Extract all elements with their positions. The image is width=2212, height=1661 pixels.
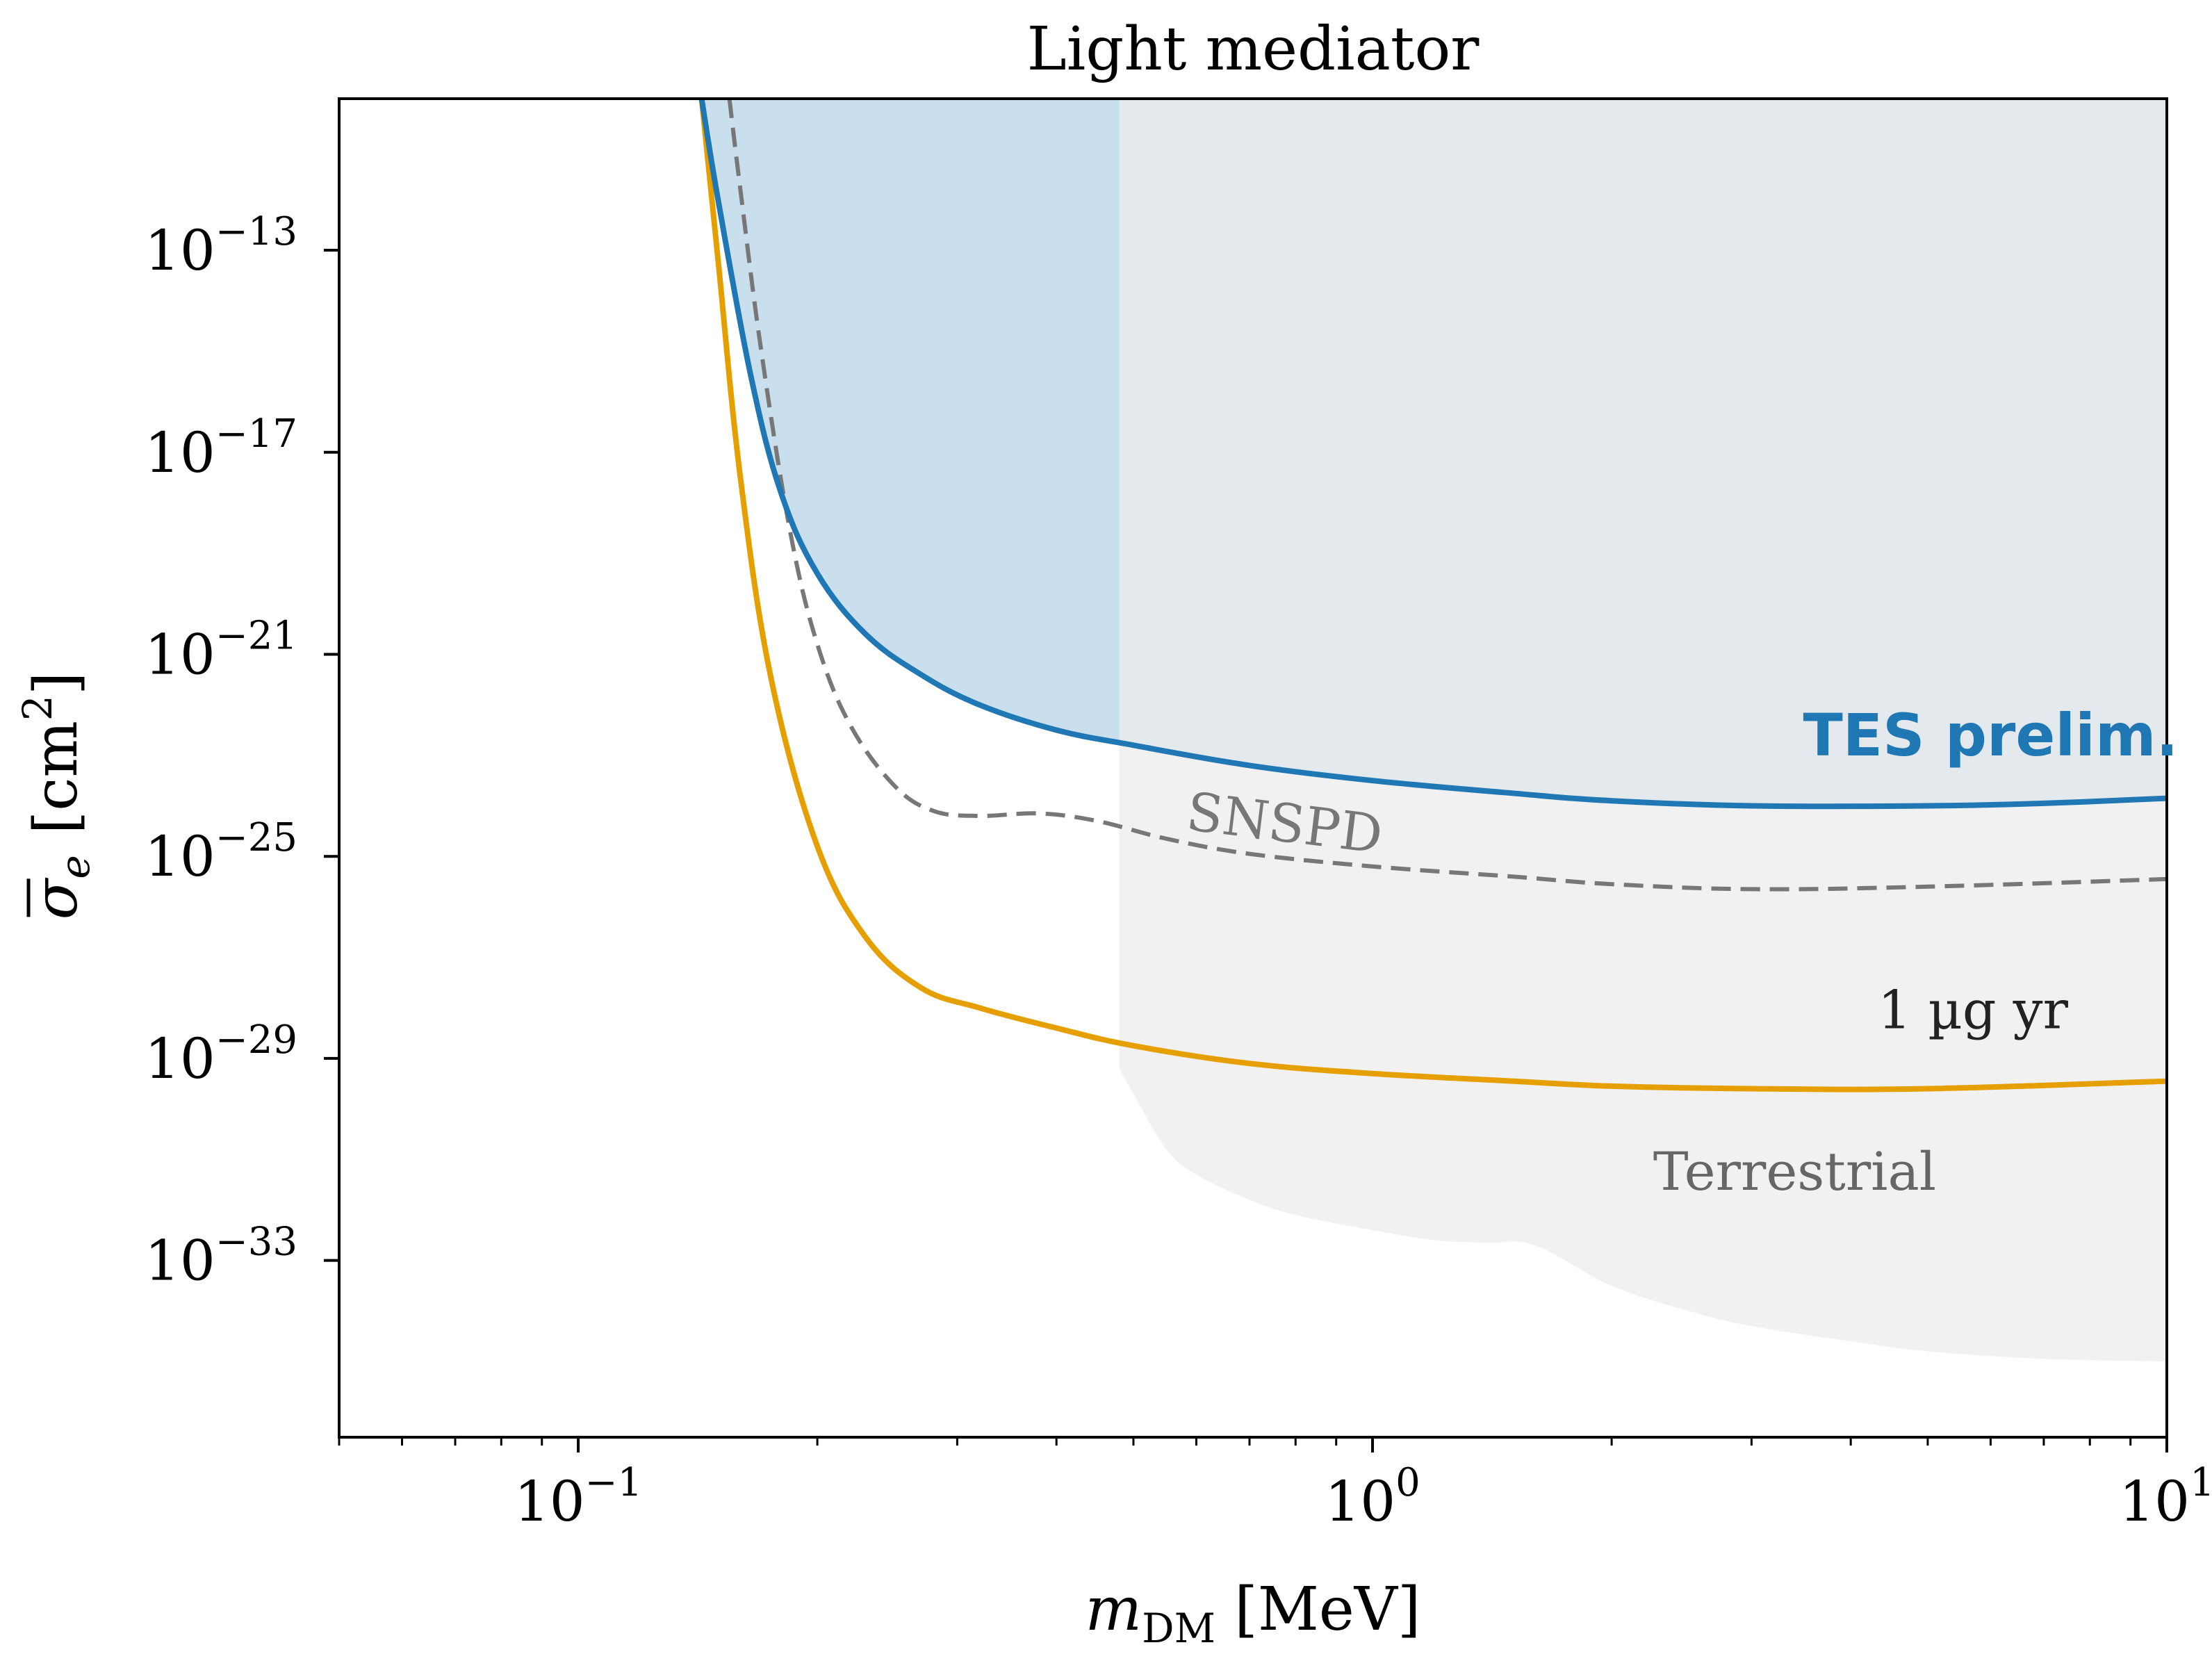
x-tick-label-exponent: 0: [1395, 1460, 1420, 1505]
y-tick-label-exponent: −17: [215, 411, 297, 457]
x-tick-label-exponent: 1: [2190, 1460, 2212, 1505]
y-tick-label-exponent: −29: [215, 1017, 297, 1063]
x-tick-label-base: 10: [514, 1469, 585, 1534]
x-axis-label: mDM [MeV]: [1085, 1575, 1421, 1652]
tes-label: TES prelim.: [1803, 701, 2178, 769]
plot-frame: [338, 97, 2168, 1439]
y-tick-label-exponent: −33: [215, 1220, 297, 1265]
y-tick-label-exponent: −13: [215, 209, 297, 254]
y-tick-label-base: 10: [145, 218, 215, 283]
chart-title: Light mediator: [1027, 15, 1480, 84]
x-axis-label-unit: [MeV]: [1215, 1575, 1421, 1644]
y-tick-label-base: 10: [145, 824, 215, 889]
y-tick-label-exponent: −25: [215, 815, 297, 860]
x-tick-label: 100: [1325, 1460, 1420, 1534]
y-tick-label-exponent: −21: [215, 613, 297, 658]
y-tick-label: 10−17: [145, 411, 297, 485]
mass-label: 1 µg yr: [1878, 979, 2069, 1040]
series-line-tes-prelim: [698, 99, 2167, 810]
y-tick-label: 10−29: [145, 1017, 297, 1091]
x-tick-label-base: 10: [1325, 1469, 1395, 1534]
y-axis-label-unit-exponent: 2: [14, 695, 61, 721]
y-axis-label-unit: [cm: [22, 721, 91, 834]
x-tick-label: 101: [2119, 1460, 2212, 1534]
y-tick-label-base: 10: [145, 1026, 215, 1091]
y-tick-label-base: 10: [145, 1229, 215, 1293]
y-tick-label-base: 10: [145, 420, 215, 485]
x-tick-label-base: 10: [2119, 1469, 2190, 1534]
y-axis-label-unit-close: ]: [22, 672, 91, 696]
series-line-1-g-yr: [698, 99, 2167, 1093]
series-line-snspd: [727, 99, 2167, 892]
terrestrial-region: [1119, 99, 2167, 1361]
x-tick-label: 10−1: [514, 1460, 642, 1534]
y-tick-label: 10−33: [145, 1220, 297, 1293]
y-tick-label-base: 10: [145, 622, 215, 687]
x-tick-label-exponent: −1: [585, 1460, 643, 1505]
y-tick-label: 10−25: [145, 815, 297, 889]
x-axis-label-subscript: DM: [1142, 1605, 1215, 1652]
y-axis-label-subscript: e: [51, 855, 99, 878]
y-tick-label: 10−13: [145, 209, 297, 283]
y-axis-label: σe [cm2]: [14, 672, 99, 920]
y-tick-label: 10−21: [145, 613, 297, 687]
x-axis-label-symbol: m: [1085, 1575, 1142, 1644]
y-axis-label-symbol: σ: [22, 877, 91, 919]
terrestrial-label: Terrestrial: [1653, 1140, 1936, 1202]
